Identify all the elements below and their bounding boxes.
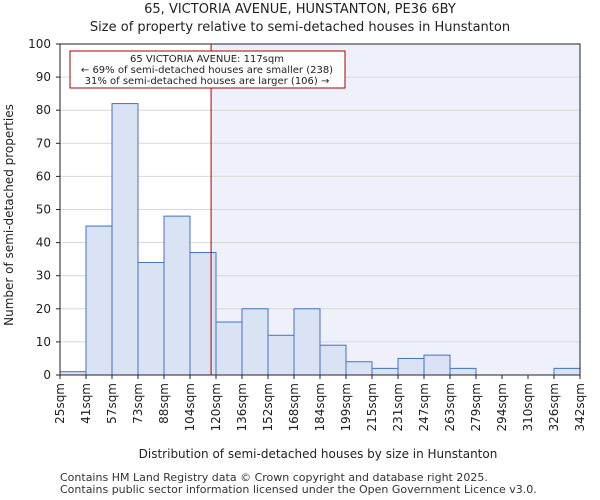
x-tick-label: 136sqm	[235, 383, 249, 431]
histogram-bar	[371, 367, 399, 376]
histogram-bar	[137, 261, 165, 376]
x-tick-label: 88sqm	[157, 383, 171, 424]
x-tick-label: 184sqm	[313, 383, 327, 431]
x-tick-label: 152sqm	[261, 383, 275, 431]
histogram-bar	[215, 321, 243, 376]
histogram-chart: 0 10 20 30 40 50 60 70 80 90 100 25sqm 41sqm 57sqm 73s…	[2, 37, 587, 461]
x-tick-label: 41sqm	[79, 383, 93, 424]
histogram-bar	[345, 361, 373, 376]
chart-subtitle: Size of property relative to semi-detach…	[89, 20, 511, 35]
x-tick-label: 168sqm	[287, 383, 301, 431]
x-tick-label: 247sqm	[417, 383, 431, 431]
annotation-line-3: 31% of semi-detached houses are larger (…	[85, 76, 330, 87]
x-tick-label: 279sqm	[469, 383, 483, 431]
histogram-bar	[241, 308, 269, 376]
x-tick-label: 73sqm	[131, 383, 145, 424]
y-tick-label: 60	[36, 169, 51, 183]
histogram-bar	[293, 308, 321, 376]
histogram-bar	[189, 252, 217, 376]
histogram-bar	[553, 367, 581, 376]
y-tick-label: 80	[36, 103, 51, 117]
chart-title: 65, VICTORIA AVENUE, HUNSTANTON, PE36 6B…	[144, 2, 456, 17]
histogram-bar	[85, 225, 113, 376]
histogram-bar	[163, 215, 191, 376]
x-tick-label: 326sqm	[547, 383, 561, 431]
x-tick-label: 294sqm	[495, 383, 509, 431]
histogram-bar	[111, 103, 139, 376]
x-tick-label: 215sqm	[365, 383, 379, 431]
x-tick-label: 263sqm	[443, 383, 457, 431]
x-tick-label: 25sqm	[53, 383, 67, 424]
y-tick-label: 30	[36, 269, 51, 283]
histogram-bar	[319, 344, 347, 376]
histogram-bar	[267, 334, 295, 376]
y-tick-label: 0	[43, 368, 51, 382]
x-tick-label: 342sqm	[573, 383, 587, 431]
footer-line-1: Contains HM Land Registry data © Crown c…	[60, 471, 488, 484]
y-tick-label: 90	[36, 70, 51, 84]
x-tick-label: 199sqm	[339, 383, 353, 431]
y-tick-label: 10	[36, 335, 51, 349]
annotation-line-1: 65 VICTORIA AVENUE: 117sqm	[130, 54, 284, 65]
y-tick-label: 70	[36, 136, 51, 150]
histogram-bar	[449, 367, 477, 376]
x-tick-label: 120sqm	[209, 383, 223, 431]
histogram-bar	[397, 357, 425, 376]
x-tick-label: 57sqm	[105, 383, 119, 424]
annotation-line-2: ← 69% of semi-detached houses are smalle…	[81, 65, 333, 76]
y-tick-label: 40	[36, 236, 51, 250]
y-tick-label: 20	[36, 302, 51, 316]
histogram-bar	[423, 354, 451, 376]
y-axis-label: Number of semi-detached properties	[2, 104, 16, 326]
x-tick-label: 231sqm	[391, 383, 405, 431]
footer-line-2: Contains public sector information licen…	[60, 483, 537, 496]
y-tick-label: 100	[28, 37, 51, 51]
y-tick-label: 50	[36, 203, 51, 217]
footer-attribution: Contains HM Land Registry data © Crown c…	[60, 472, 537, 496]
x-axis-label: Distribution of semi-detached houses by …	[139, 447, 498, 461]
annotation-box	[69, 50, 346, 89]
x-tick-label: 310sqm	[521, 383, 535, 431]
x-tick-label: 104sqm	[183, 383, 197, 431]
